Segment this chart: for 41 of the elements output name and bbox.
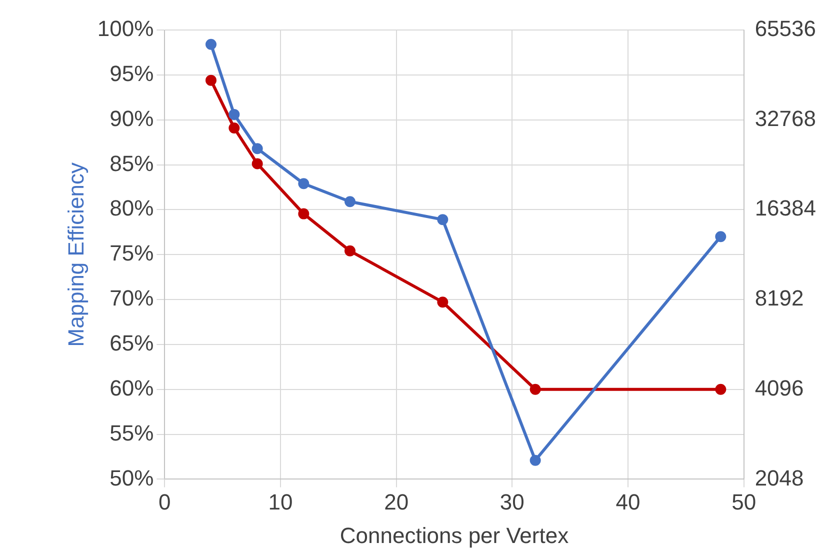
y2-tick-label: 4096 [754, 375, 804, 400]
point [298, 178, 310, 190]
point [715, 384, 726, 395]
point [206, 74, 216, 86]
point [228, 108, 240, 120]
point [206, 38, 216, 50]
y-tick-label: 65% [110, 330, 154, 356]
point [252, 158, 263, 170]
point [530, 384, 541, 395]
y-tick-label: 100% [97, 16, 154, 42]
x-tick-label: 30 [500, 489, 524, 514]
y-tick-label: 60% [110, 375, 154, 400]
x-tick-label: 0 [158, 489, 171, 514]
point [228, 122, 240, 134]
point [437, 296, 448, 308]
y-axis-title: Mapping Efficiency [63, 162, 88, 347]
y-tick-label: 55% [110, 420, 154, 446]
point [437, 214, 448, 226]
y2-tick-label: 2048 [754, 465, 804, 490]
y-tick-label: 80% [110, 196, 154, 221]
y-tick-label: 90% [110, 106, 154, 131]
x-axis-title: Connections per Vertex [340, 522, 569, 548]
point [344, 245, 356, 256]
x-tick-label: 50 [732, 489, 756, 514]
y-tick-label: 50% [110, 465, 154, 490]
x-tick-label: 40 [616, 489, 640, 514]
y-tick-label: 85% [110, 150, 154, 176]
x-tick-label: 10 [268, 489, 293, 514]
point [344, 196, 356, 208]
y2-tick-label: 65536 [754, 16, 816, 42]
y2-tick-label: 16384 [754, 196, 816, 221]
y2-tick-label: 8192 [754, 286, 804, 311]
y2-tick-label: 32768 [754, 106, 816, 131]
y-tick-label: 95% [110, 60, 154, 86]
point [530, 454, 541, 466]
point [252, 143, 263, 154]
point [715, 231, 726, 242]
y-tick-label: 75% [110, 240, 154, 266]
point [298, 208, 310, 220]
y-tick-label: 70% [110, 286, 154, 311]
x-tick-label: 20 [384, 489, 409, 514]
